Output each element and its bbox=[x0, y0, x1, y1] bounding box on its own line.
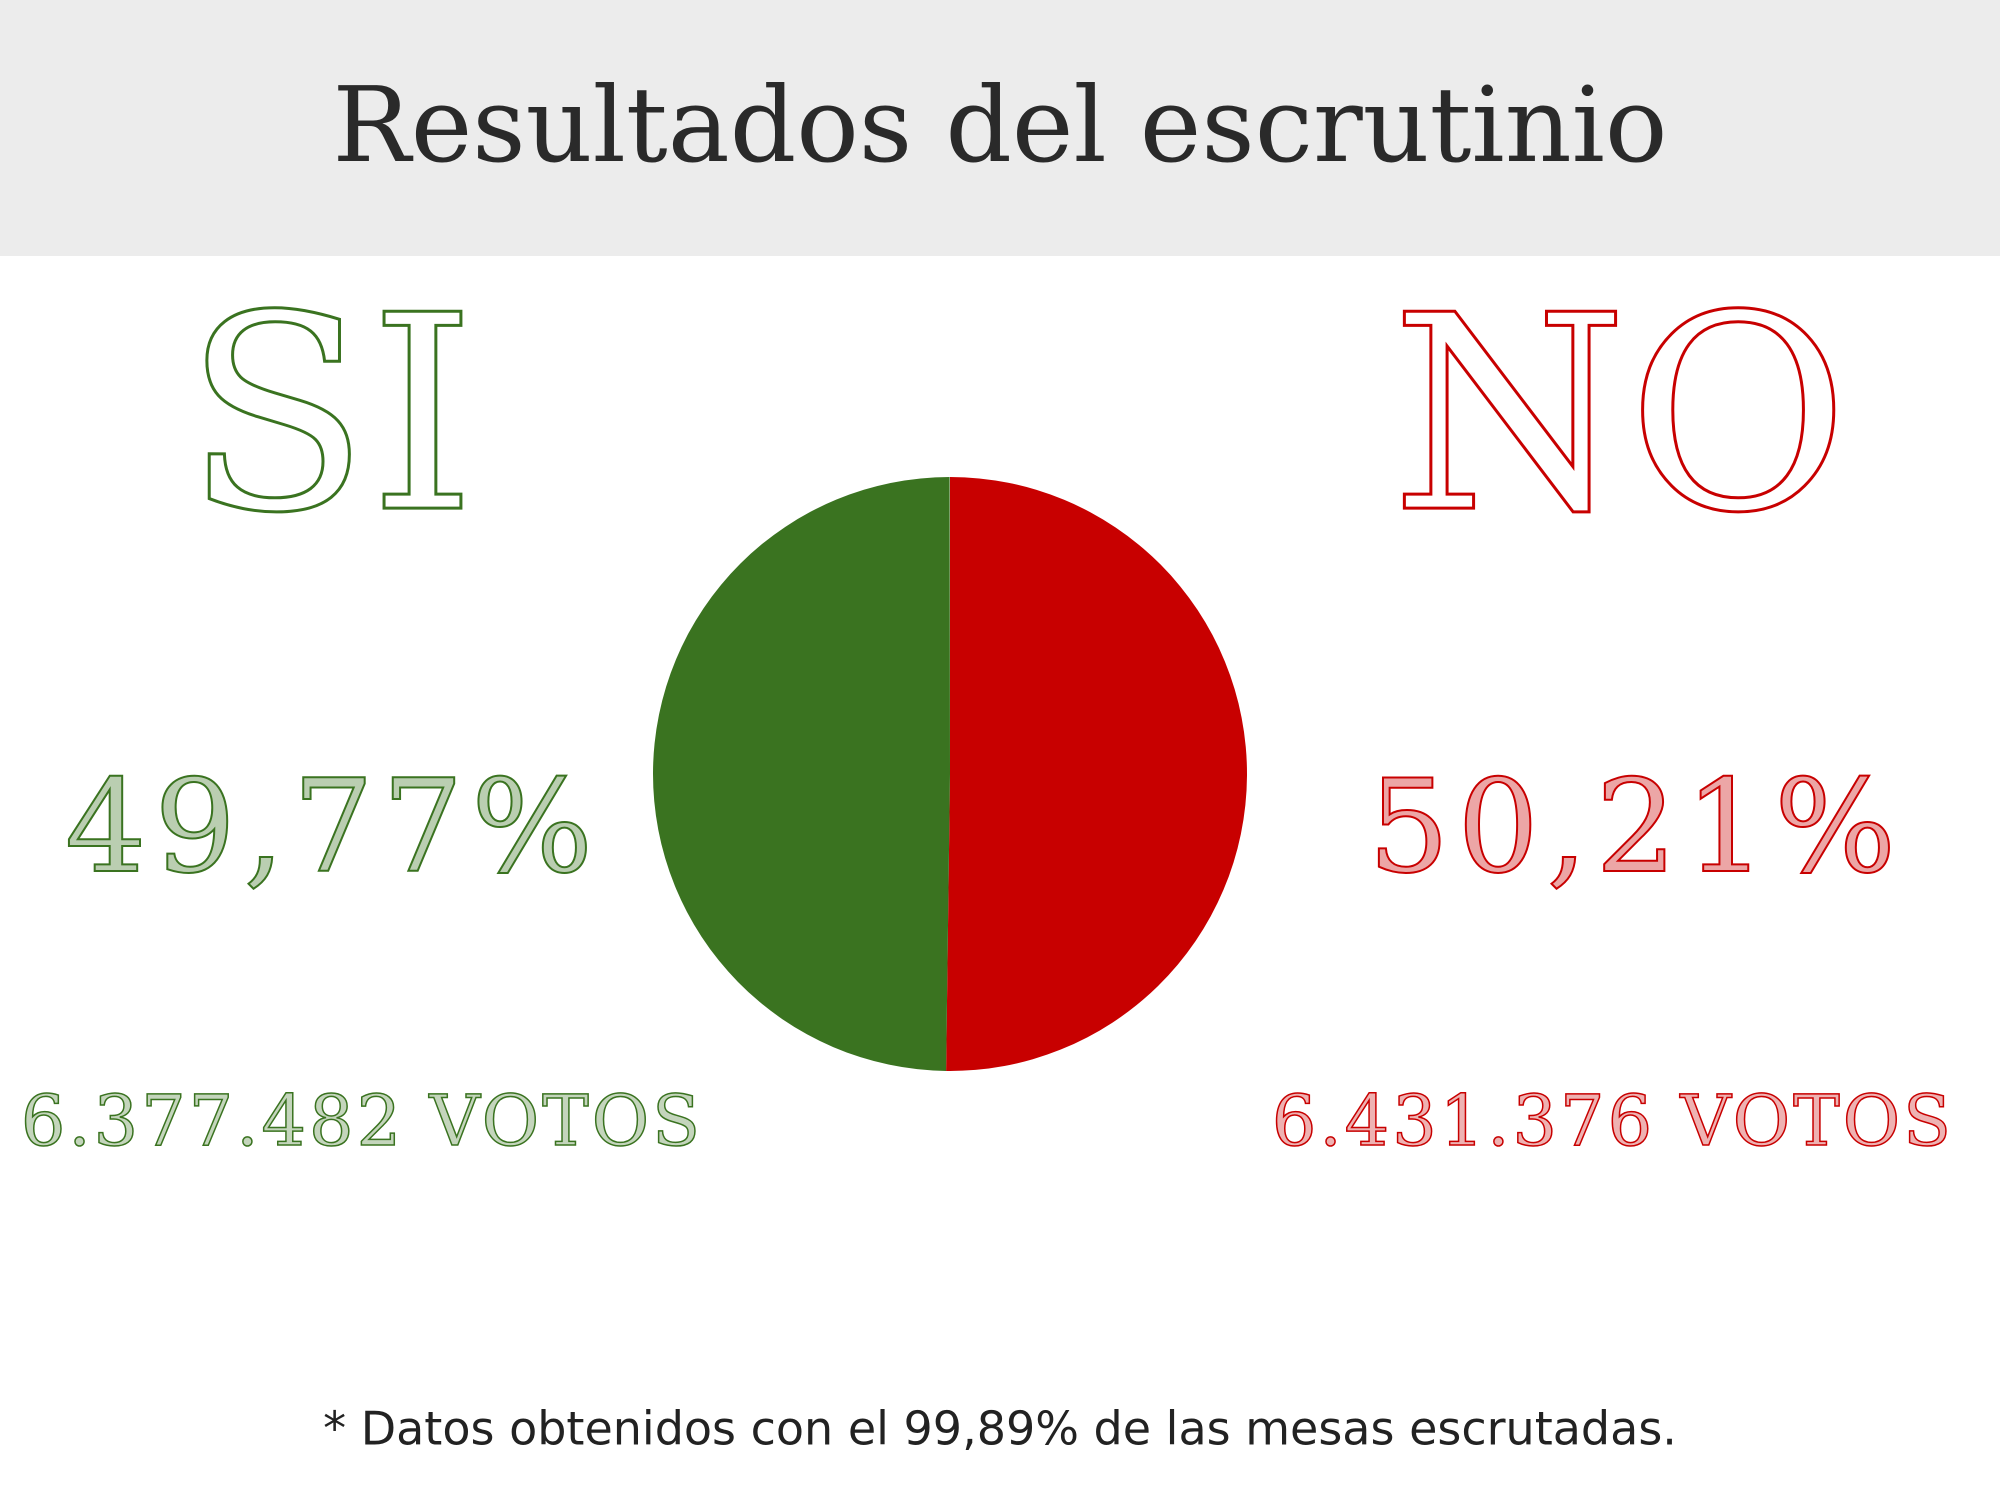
votes-label: 6.377.482 VOTOS bbox=[21, 1080, 703, 1162]
pie-slice bbox=[653, 477, 950, 1071]
header-band bbox=[0, 0, 2000, 256]
percentage-label: 49,77% bbox=[65, 753, 601, 902]
title: Resultados del escrutinio bbox=[332, 64, 1667, 186]
footnote: * Datos obtenidos con el 99,89% de las m… bbox=[323, 1402, 1677, 1456]
category-label: SI bbox=[184, 257, 476, 572]
percentage-label: 50,21% bbox=[1368, 753, 1904, 902]
category-label: NO bbox=[1391, 257, 1849, 572]
pie-slice bbox=[946, 477, 1248, 1071]
votes-label: 6.431.376 VOTOS bbox=[1272, 1080, 1954, 1162]
